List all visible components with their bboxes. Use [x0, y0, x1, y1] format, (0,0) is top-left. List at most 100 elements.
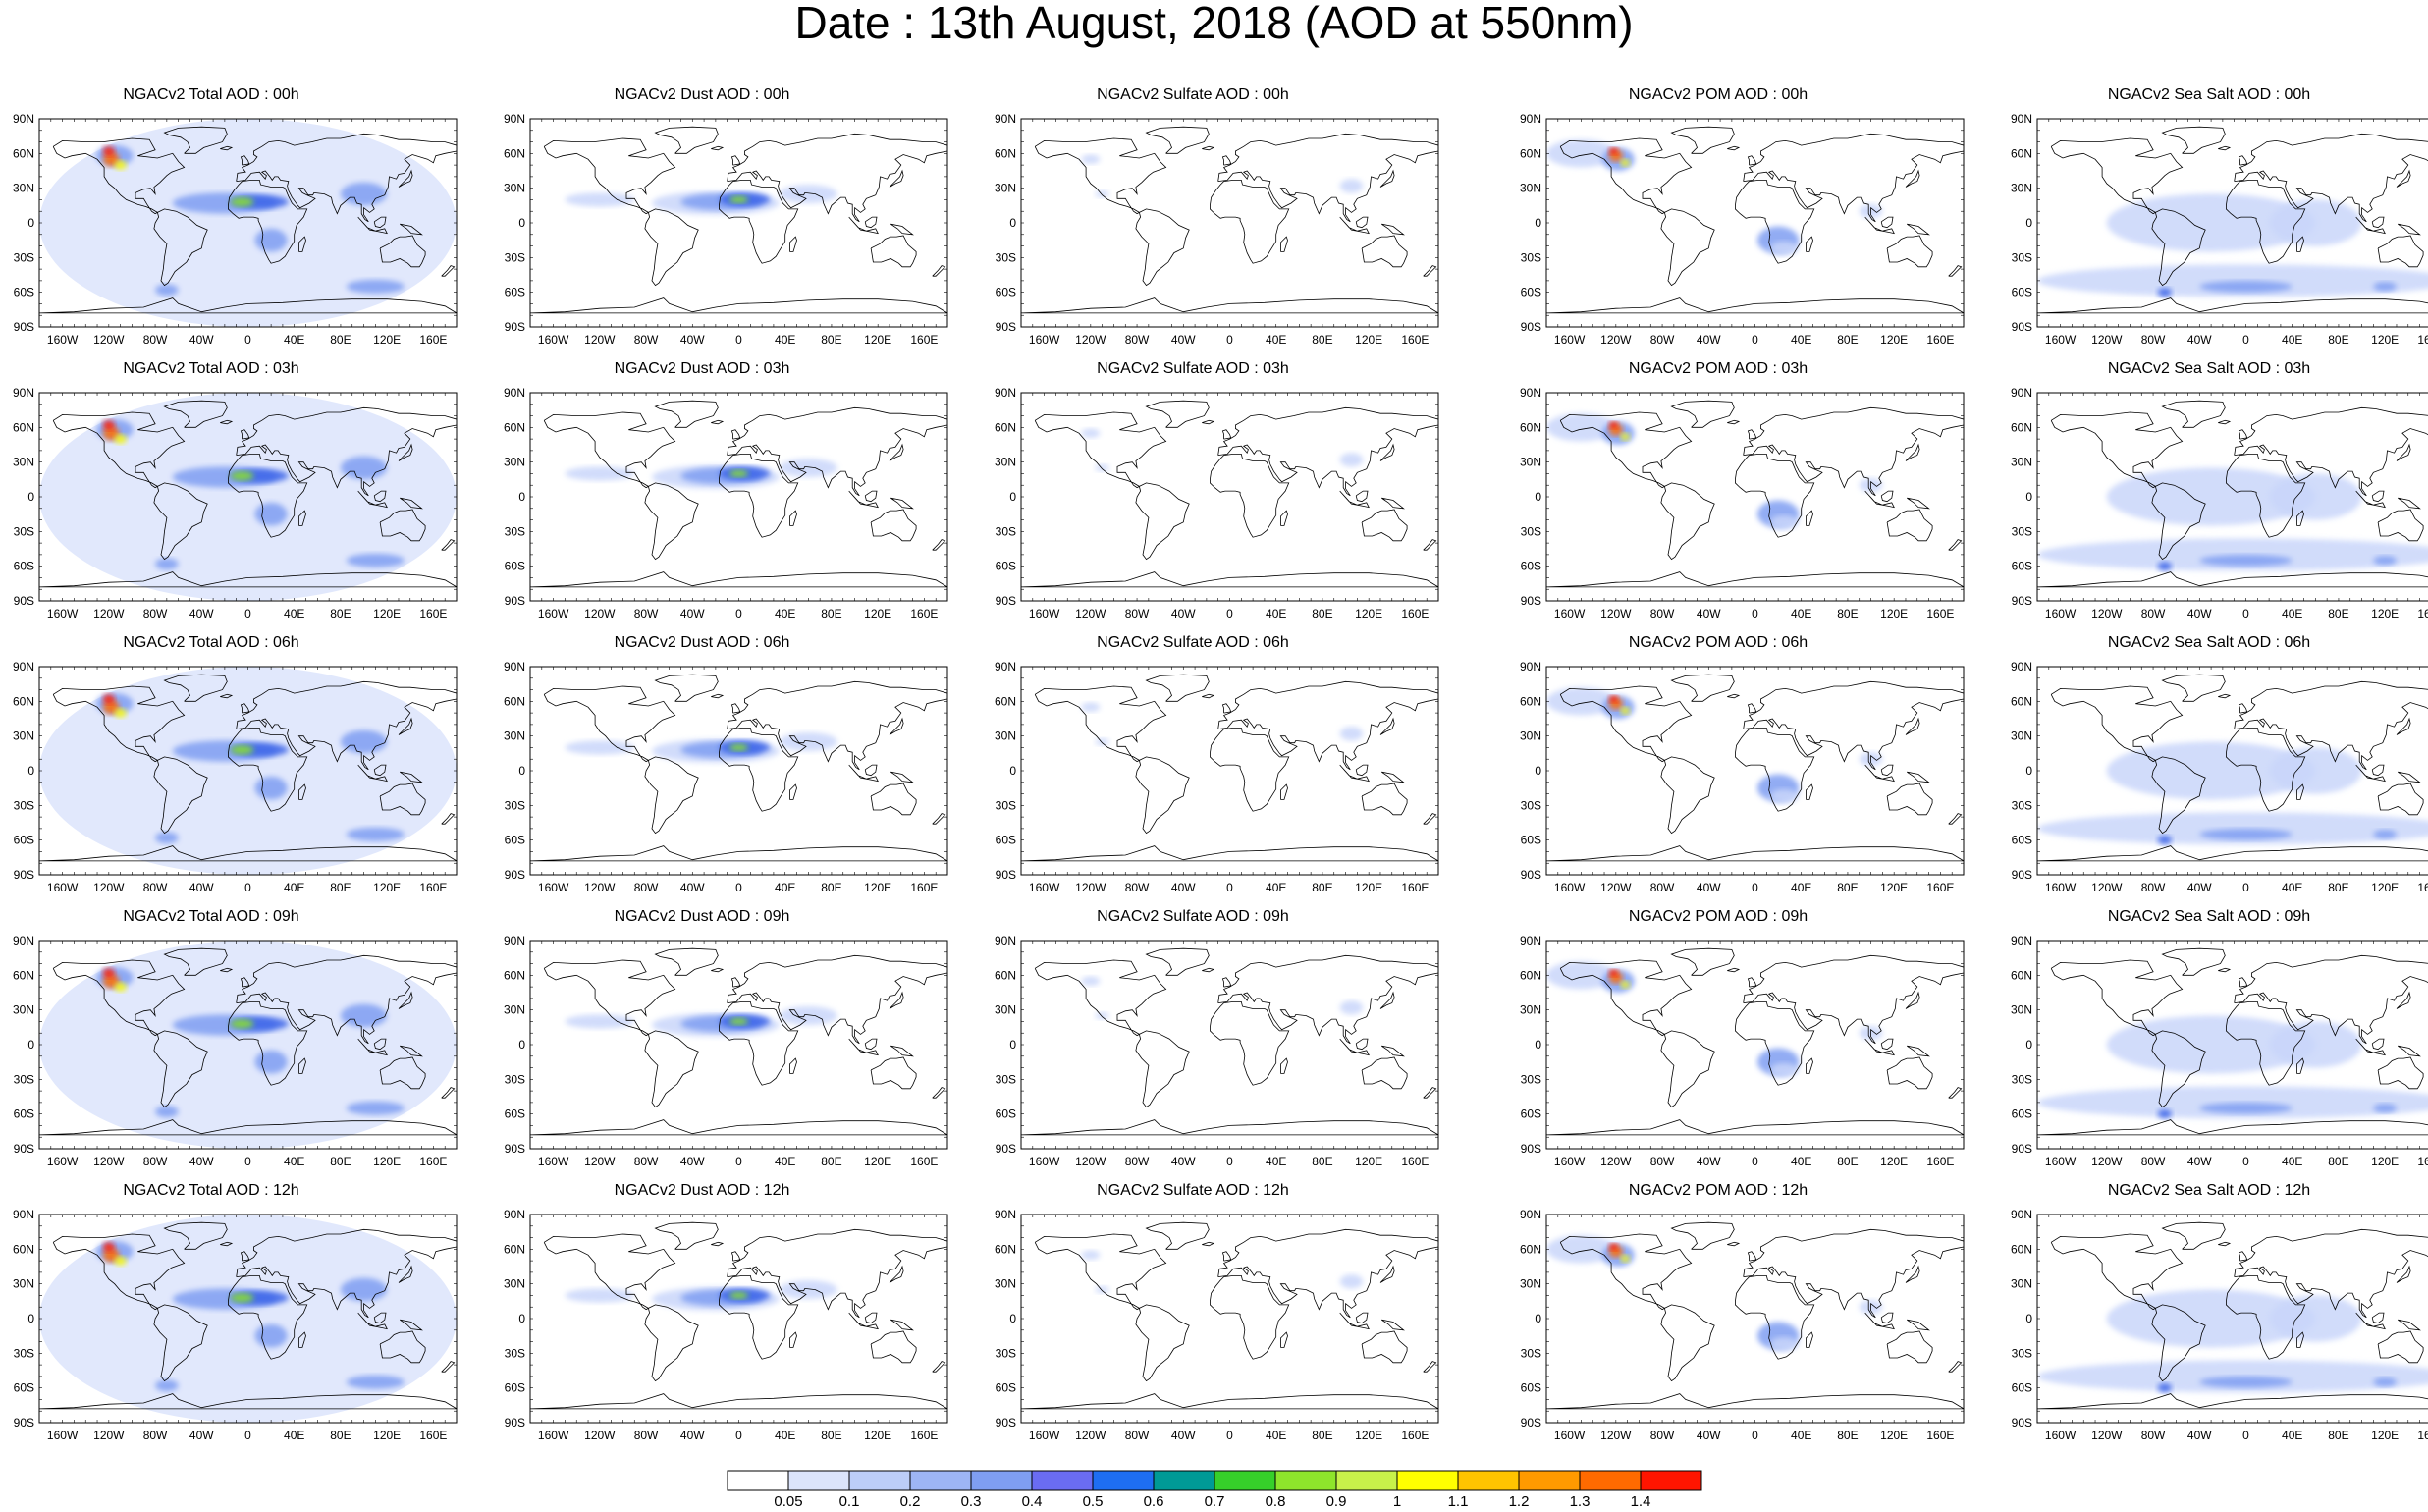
lon-tick-label: 40W — [680, 881, 705, 894]
aod-region — [114, 160, 127, 170]
aod-region — [340, 182, 388, 206]
aod-region — [1546, 139, 1616, 168]
aod-region — [102, 694, 115, 704]
aod-region — [2269, 747, 2362, 794]
coastline-borneo — [1355, 1038, 1369, 1051]
coastline-iceland — [1727, 419, 1741, 425]
coastline-nz — [932, 1087, 946, 1099]
coastline-japan — [398, 1265, 413, 1283]
coastline-iceland — [711, 693, 725, 699]
colorbar-label: 0.6 — [1144, 1493, 1164, 1509]
panel-title: NGACv2 Total AOD : 06h — [123, 634, 299, 651]
coastline-nz — [441, 539, 456, 551]
colorbar-label: 1.2 — [1509, 1493, 1530, 1509]
lon-tick-label: 160E — [2417, 1155, 2428, 1168]
aod-region — [1769, 514, 1799, 529]
colorbar-label: 1.4 — [1631, 1493, 1651, 1509]
coastline-eurasia — [727, 406, 947, 497]
coastline-nz — [1423, 265, 1437, 277]
figure-title: Date : 13th August, 2018 (AOD at 550nm) — [794, 0, 1634, 48]
aod-field — [565, 459, 837, 489]
aod-region — [102, 1242, 115, 1252]
lat-tick-label: 30S — [996, 798, 1016, 812]
lon-tick-label: 40E — [2282, 607, 2302, 621]
coastline-iceland — [1727, 1241, 1741, 1247]
lat-tick-label: 90S — [1521, 1416, 1541, 1430]
lon-tick-label: 0 — [244, 1429, 251, 1442]
lon-tick-label: 40E — [284, 607, 304, 621]
coastline-australia — [1886, 783, 1933, 816]
aod-field — [39, 119, 457, 327]
coastline-iceland — [1727, 693, 1741, 699]
aod-region — [1081, 154, 1101, 164]
lat-tick-label: 0 — [518, 764, 525, 778]
coastlines — [1546, 126, 1964, 314]
lon-tick-label: 120W — [2091, 1429, 2123, 1442]
lon-tick-label: 80E — [1312, 881, 1332, 894]
aod-region — [254, 502, 288, 526]
coastline-greatbritain — [1221, 155, 1232, 166]
lat-tick-label: 30S — [2012, 250, 2032, 264]
colorbar-label: 1.3 — [1570, 1493, 1591, 1509]
lon-tick-label: 120E — [864, 1155, 891, 1168]
coastline-africa — [2225, 1001, 2306, 1086]
panel-title: NGACv2 Total AOD : 12h — [123, 1182, 299, 1199]
coastline-borneo — [1355, 1312, 1369, 1324]
lon-tick-label: 120W — [93, 881, 125, 894]
coastline-japan — [1379, 717, 1395, 735]
lon-tick-label: 40E — [1266, 1429, 1286, 1442]
coastlines — [2037, 1221, 2428, 1410]
lat-tick-label: 90S — [14, 1416, 34, 1430]
lat-tick-label: 90S — [2012, 868, 2032, 882]
aod-region — [1608, 421, 1619, 429]
coastline-greatbritain — [1221, 703, 1232, 714]
world-map: 90N 60N 30N 0 30S 60S 90S 160W 120W 80W 40W 0 40E 80E… — [13, 934, 458, 1168]
lon-tick-label: 160E — [2417, 607, 2428, 621]
lat-tick-label: 30S — [505, 1346, 525, 1360]
lat-tick-label: 90N — [504, 386, 525, 400]
coastline-japan — [889, 717, 904, 735]
coastline-antarctica — [1021, 1393, 1438, 1410]
coastline-newguinea — [1380, 1319, 1405, 1331]
aod-field — [1546, 961, 1883, 1077]
aod-region — [565, 466, 635, 481]
aod-region — [1339, 453, 1364, 467]
coastline-africa — [1734, 1001, 1815, 1086]
lat-tick-label: 30S — [996, 524, 1016, 538]
lon-tick-label: 160W — [1029, 1429, 1060, 1442]
coastline-samerica — [644, 482, 699, 561]
coastline-newguinea — [2397, 1319, 2421, 1331]
lon-tick-label: 160W — [47, 881, 79, 894]
lon-tick-label: 40E — [775, 333, 795, 347]
lon-tick-label: 160E — [910, 1429, 938, 1442]
coastline-borneo — [2371, 490, 2385, 503]
lat-tick-label: 60S — [2012, 834, 2032, 847]
lon-tick-label: 120W — [584, 1429, 616, 1442]
coastline-iceland — [2218, 1241, 2232, 1247]
lat-tick-label: 0 — [1535, 1312, 1541, 1325]
coastline-samerica — [1660, 1304, 1715, 1382]
coastline-antarctica — [1546, 571, 1964, 588]
lon-tick-label: 0 — [2242, 607, 2249, 621]
lon-tick-label: 160W — [1554, 1155, 1586, 1168]
coastline-samerica — [1660, 756, 1715, 835]
coastline-greatbritain — [2238, 1251, 2248, 1262]
coastline-nz — [1948, 265, 1963, 277]
coastline-greenland — [163, 126, 228, 154]
lat-tick-label: 60N — [504, 694, 525, 708]
coastline-namerica — [1034, 411, 1167, 489]
coastline-newguinea — [1906, 497, 1930, 510]
aod-region — [346, 279, 405, 294]
coastlines — [2037, 400, 2428, 588]
lat-tick-label: 90S — [996, 320, 1016, 334]
aod-region — [2037, 812, 2428, 845]
lon-tick-label: 160E — [2417, 881, 2428, 894]
coastline-namerica — [52, 959, 186, 1037]
coastline-greatbritain — [240, 703, 250, 714]
lon-tick-label: 80W — [1650, 333, 1675, 347]
lon-tick-label: 40E — [775, 881, 795, 894]
map-panel: NGACv2 POM AOD : 06h 90N 60N 30N 0 30S 60S 90S 1… — [1507, 634, 1965, 894]
coastline-iceland — [1727, 967, 1741, 973]
coastline-samerica — [2151, 208, 2206, 287]
lat-tick-label: 30S — [14, 1072, 34, 1086]
